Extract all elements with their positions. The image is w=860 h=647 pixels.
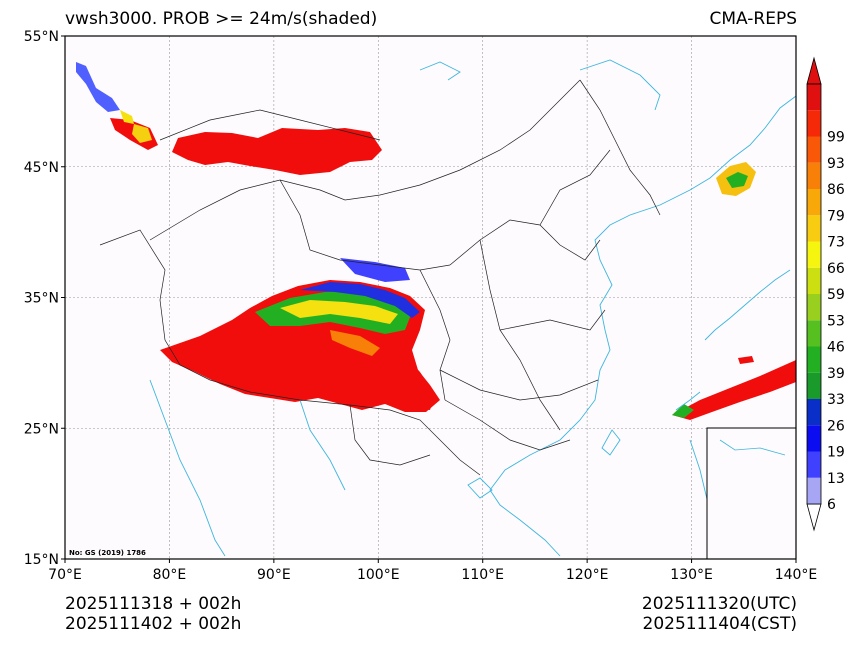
- map-review-number: No: GS (2019) 1786: [69, 549, 146, 557]
- shade-plateau-south-lobe: [385, 356, 435, 410]
- model-name: CMA-REPS: [709, 9, 797, 29]
- colorbar-swatch: [807, 477, 821, 504]
- colorbar-label: 46: [827, 340, 845, 356]
- colorbar-label: 93: [827, 156, 845, 172]
- init-cst: 2025111402 + 002h: [65, 614, 242, 634]
- shade-southeast-spot: [738, 356, 754, 364]
- shade-southeast-green: [672, 404, 694, 418]
- lon-label: 100°E: [357, 567, 400, 583]
- lat-label: 35°N: [24, 291, 59, 307]
- colorbar-label: 33: [827, 392, 845, 408]
- lon-label: 110°E: [461, 567, 504, 583]
- colorbar-swatch: [807, 399, 821, 426]
- colorbar-label: 99: [827, 130, 845, 146]
- shade-plateau-north-blue: [340, 258, 410, 282]
- valid-time-block: 2025111320(UTC) 2025111404(CST): [642, 594, 797, 634]
- colorbar-swatch: [807, 320, 821, 347]
- colorbar-swatch: [807, 267, 821, 294]
- shade-southeast-band: [672, 360, 796, 420]
- colorbar-label: 86: [827, 182, 845, 198]
- colorbar-over-arrow: [806, 56, 822, 85]
- lon-label: 120°E: [566, 567, 609, 583]
- colorbar-swatch: [807, 241, 821, 268]
- shade-northwest-core: [132, 124, 152, 143]
- init-utc: 2025111318 + 002h: [65, 594, 242, 614]
- colorbar-swatch: [807, 346, 821, 373]
- init-time-block: 2025111318 + 002h 2025111402 + 002h: [65, 594, 241, 634]
- lat-label: 15°N: [24, 552, 59, 568]
- lon-label: 70°E: [48, 567, 82, 583]
- shade-northwest-band: [172, 128, 382, 175]
- administrative-borders: [99, 79, 661, 476]
- colorbar-outline: [806, 83, 822, 505]
- colorbar-swatch: [807, 372, 821, 399]
- colorbar-label: 39: [827, 366, 845, 382]
- colorbar-label: 19: [827, 445, 845, 461]
- colorbar-swatch: [807, 189, 821, 216]
- valid-cst: 2025111404(CST): [642, 614, 797, 634]
- shade-plateau-yellow: [280, 300, 398, 324]
- colorbar-label: 6: [827, 497, 836, 513]
- colorbar-swatch: [807, 215, 821, 242]
- colorbar-label: 66: [827, 261, 845, 277]
- colorbar-swatch: [807, 162, 821, 189]
- shade-northeast-green: [726, 172, 748, 188]
- lat-label: 55°N: [24, 29, 59, 45]
- lon-label: 140°E: [775, 567, 818, 583]
- colorbar-label: 13: [827, 471, 845, 487]
- longitude-axis: 70°E 80°E 90°E 100°E 110°E 120°E 130°E 140°E: [48, 559, 817, 583]
- colorbar-swatch: [807, 84, 821, 111]
- colorbar-swatch: [807, 425, 821, 452]
- inset-coastline: [719, 439, 786, 456]
- shade-plateau-blue: [300, 282, 420, 318]
- coastlines: [149, 59, 796, 557]
- colorbar-label: 53: [827, 313, 845, 329]
- shade-plateau-orange: [330, 330, 380, 356]
- latitude-axis: 55°N 45°N 35°N 25°N 15°N: [24, 29, 65, 568]
- colorbar: 6 13 19 26 33 39 46 53 59 66 73 79 86 93 99: [806, 56, 845, 532]
- colorbar-label: 79: [827, 208, 845, 224]
- colorbar-under-arrow: [806, 503, 822, 532]
- lat-label: 45°N: [24, 160, 59, 176]
- colorbar-swatch: [807, 110, 821, 137]
- lat-label: 25°N: [24, 421, 59, 437]
- shade-northwest-yellow: [120, 110, 134, 124]
- south-china-sea-inset: [706, 427, 796, 559]
- colorbar-label: 26: [827, 418, 845, 434]
- colorbar-label: 73: [827, 235, 845, 251]
- lon-label: 130°E: [670, 567, 713, 583]
- shade-northwest-blue: [76, 62, 120, 112]
- probability-shading: [76, 62, 796, 420]
- map-title: vwsh3000. PROB >= 24m/s(shaded): [65, 9, 378, 29]
- lon-label: 80°E: [153, 567, 187, 583]
- valid-utc: 2025111320(UTC): [641, 594, 797, 614]
- lon-label: 90°E: [257, 567, 291, 583]
- colorbar-swatch: [807, 451, 821, 478]
- colorbar-swatch: [807, 136, 821, 163]
- colorbar-label: 59: [827, 287, 845, 303]
- colorbar-swatch: [807, 294, 821, 321]
